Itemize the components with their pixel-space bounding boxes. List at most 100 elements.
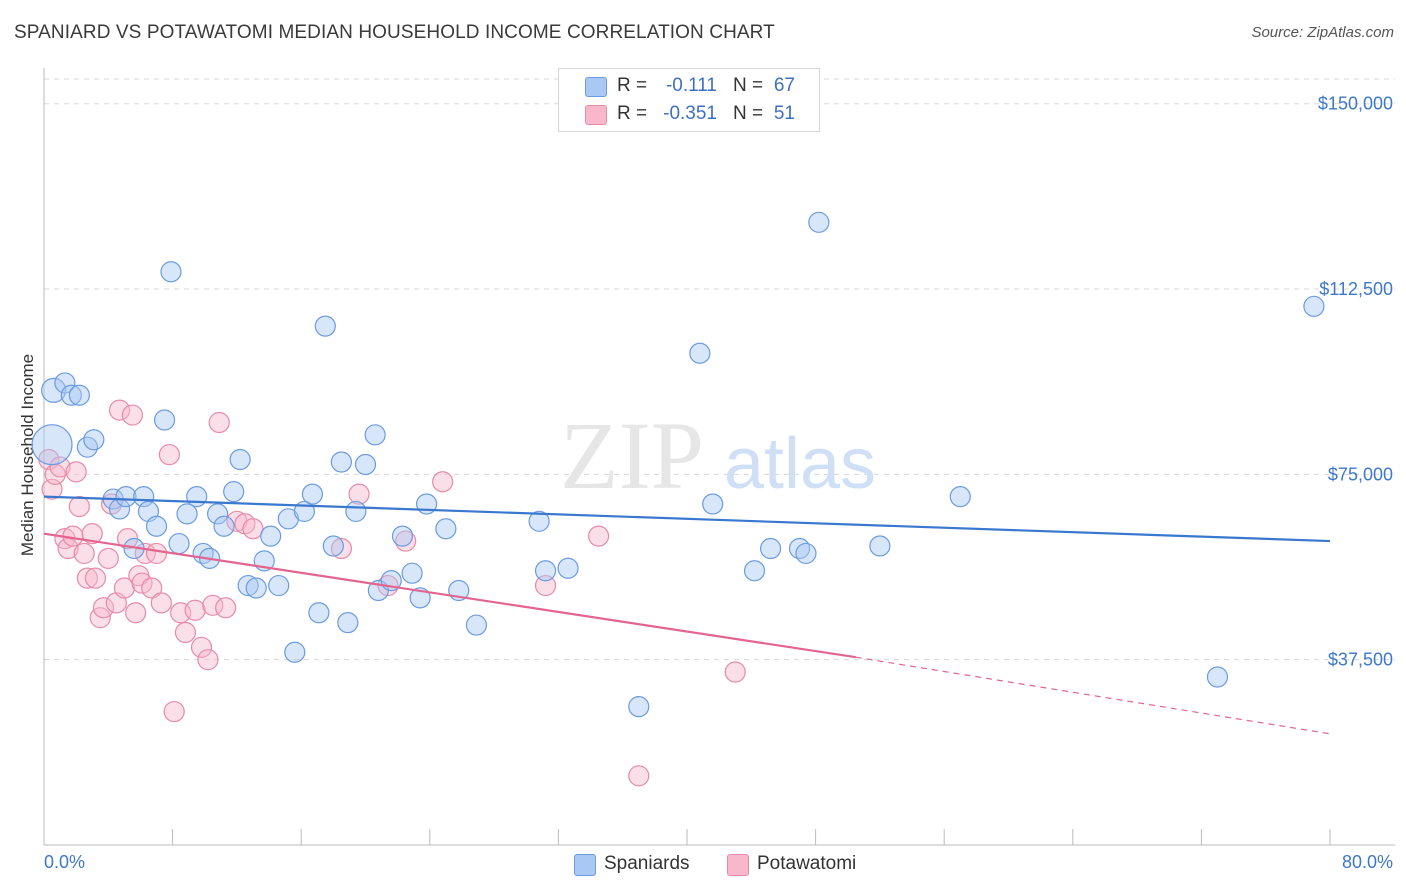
- spaniards-point: [743, 560, 766, 582]
- spaniards-point: [153, 409, 176, 431]
- spaniards-point: [391, 525, 414, 547]
- spaniards-point: [869, 535, 891, 557]
- potawatomi-point: [174, 621, 197, 644]
- potawatomi-point: [97, 547, 119, 569]
- spaniards-point: [409, 587, 431, 609]
- potawatomi-point: [141, 577, 163, 599]
- y-tick-label: $150,000: [1318, 94, 1393, 114]
- y-tick-label: $37,500: [1328, 650, 1393, 670]
- spaniards-point: [31, 424, 73, 466]
- potawatomi-point: [125, 602, 147, 624]
- potawatomi-point: [348, 483, 370, 505]
- spaniards-point: [245, 577, 267, 599]
- spaniards-point: [628, 696, 650, 718]
- potawatomi-point: [49, 456, 71, 478]
- legend-row-spaniards: R = -0.111 N = 67: [559, 73, 819, 101]
- spaniards-point: [207, 503, 229, 525]
- potawatomi-point: [242, 518, 264, 540]
- spaniards-point: [795, 542, 817, 565]
- legend-n-label: N =: [733, 103, 764, 124]
- potawatomi-point: [190, 636, 213, 658]
- spaniards-point: [314, 315, 336, 337]
- spaniards-point: [534, 560, 557, 582]
- potawatomi-point: [108, 399, 131, 421]
- spaniards-point: [401, 562, 423, 584]
- potawatomi-point: [628, 765, 650, 787]
- potawatomi-point: [57, 537, 79, 560]
- legend-swatch-spaniards: [585, 77, 607, 97]
- potawatomi-point: [113, 577, 135, 599]
- legend-label-potawatomi: Potawatomi: [757, 853, 857, 874]
- spaniards-point: [364, 424, 386, 446]
- spaniards-point: [808, 211, 830, 233]
- legend-n-value: 51: [773, 103, 795, 124]
- legend-r-label: R =: [617, 103, 648, 124]
- potawatomi-point: [150, 592, 172, 614]
- y-tick-labels: $37,500 $75,000 $112,500 $150,000: [1318, 94, 1393, 670]
- correlation-legend: R = -0.111 N = 67 R = -0.351 N = 51: [558, 68, 820, 132]
- potawatomi-trend-extension: [855, 656, 1331, 735]
- legend-swatch-potawatomi: [585, 105, 607, 125]
- potawatomi-point: [202, 594, 224, 616]
- watermark-atlas: atlas: [724, 424, 876, 504]
- spaniards-point: [168, 532, 190, 555]
- potawatomi-point: [215, 597, 237, 619]
- gridlines: [44, 78, 1395, 661]
- trend-lines: [43, 495, 1331, 735]
- spaniards-point: [702, 493, 724, 515]
- legend-label-spaniards: Spaniards: [604, 853, 690, 874]
- source-label: Source: ZipAtlas.com: [1251, 24, 1394, 41]
- x-tick-label-max: 80.0%: [1341, 852, 1393, 872]
- axes: [43, 68, 1395, 846]
- legend-n-label: N =: [733, 75, 764, 96]
- potawatomi-point: [73, 542, 95, 565]
- spaniards-point: [176, 503, 198, 525]
- chart-title: SPANIARD VS POTAWATOMI MEDIAN HOUSEHOLD …: [14, 22, 775, 43]
- spaniards-point: [83, 429, 105, 451]
- spaniards-point: [145, 515, 168, 537]
- spaniards-point: [60, 384, 82, 406]
- spaniards-point: [1206, 666, 1229, 688]
- potawatomi-point: [76, 567, 99, 589]
- spaniards-point: [354, 453, 377, 476]
- spaniards-point: [528, 510, 550, 532]
- legend-r-value: -0.351: [663, 103, 717, 124]
- spaniards-point: [435, 518, 457, 540]
- legend-swatch-spaniards: [574, 854, 596, 876]
- potawatomi-point: [724, 661, 746, 683]
- potawatomi-point: [81, 523, 103, 545]
- potawatomi-point: [208, 411, 230, 434]
- potawatomi-point: [131, 572, 153, 594]
- spaniards-point: [330, 451, 352, 473]
- legend-r-value: -0.111: [665, 75, 717, 96]
- spaniards-point: [41, 377, 67, 403]
- x-tick-label-min: 0.0%: [44, 852, 86, 872]
- potawatomi-point: [163, 700, 185, 723]
- legend-n-value: 67: [773, 75, 795, 96]
- potawatomi-trend-line: [43, 532, 856, 659]
- spaniards-point: [284, 641, 306, 663]
- spaniards-point: [337, 612, 359, 634]
- potawatomi-point: [534, 574, 557, 597]
- spaniards-trend-line: [43, 495, 1331, 543]
- spaniards-point: [557, 557, 579, 579]
- potawatomi-point: [68, 495, 90, 518]
- potawatomi-point: [587, 525, 610, 547]
- spaniards-point: [949, 485, 971, 508]
- potawatomi-point: [84, 567, 107, 589]
- legend-swatch-potawatomi: [727, 854, 749, 876]
- spaniards-point: [345, 500, 367, 523]
- legend-r-label: R =: [617, 75, 648, 96]
- spaniards-point: [260, 525, 282, 547]
- potawatomi-point: [158, 443, 180, 466]
- spaniards-point: [308, 602, 330, 624]
- potawatomi-point: [330, 537, 352, 560]
- spaniards-point: [689, 342, 711, 364]
- potawatomi-point: [65, 461, 87, 483]
- legend-row-potawatomi: R = -0.351 N = 51: [559, 101, 819, 129]
- spaniards-point: [268, 574, 290, 597]
- series-legend: Spaniards Potawatomi: [0, 850, 1406, 880]
- spaniards-point: [1303, 295, 1325, 317]
- spaniards-point: [160, 261, 182, 283]
